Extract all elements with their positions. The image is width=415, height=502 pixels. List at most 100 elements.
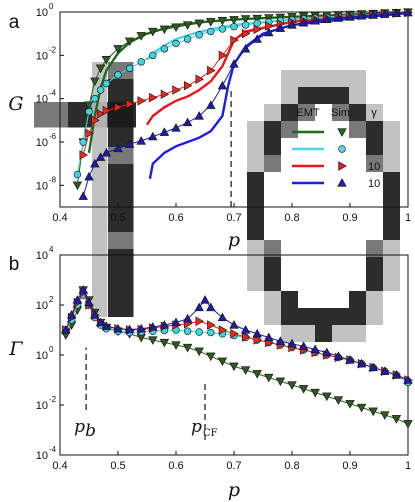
overlay-block bbox=[349, 325, 366, 342]
x-tick-label: 0.5 bbox=[110, 460, 125, 472]
overlay-block bbox=[264, 274, 281, 291]
overlay-block bbox=[68, 102, 85, 128]
legend-header-extra: γ bbox=[371, 107, 377, 119]
sim-marker-sim_green bbox=[148, 27, 158, 37]
overlay-block bbox=[92, 113, 108, 130]
x-tick-label: 0.8 bbox=[284, 460, 299, 472]
x-tick-label: 0.9 bbox=[342, 460, 357, 472]
sim-marker-sim_green bbox=[380, 411, 390, 420]
sim-marker-sim_blue bbox=[113, 143, 123, 153]
overlay-block bbox=[366, 138, 383, 155]
legend-header-sim: Sim. bbox=[331, 107, 353, 119]
sim-marker-sim_blue bbox=[356, 11, 367, 20]
sim-marker-sim_cyan bbox=[230, 23, 238, 31]
overlay-block bbox=[281, 308, 298, 325]
overlay-block bbox=[108, 249, 134, 266]
x-tick-label: 0.4 bbox=[52, 212, 67, 224]
sim-marker-sim_red bbox=[125, 99, 135, 109]
y-tick-base: 10 bbox=[36, 250, 48, 262]
y-tick-exponent: -4 bbox=[49, 445, 57, 454]
sim-marker-sim_blue bbox=[182, 313, 193, 323]
sim-marker-sim_blue bbox=[136, 136, 146, 145]
y-tick-base: 10 bbox=[36, 137, 48, 149]
sim-marker-sim_blue bbox=[310, 344, 320, 354]
sim-marker-sim_green bbox=[171, 341, 181, 350]
overlay-block bbox=[247, 189, 264, 206]
overlay-block bbox=[108, 266, 134, 283]
panel-a-chart: 0.4 0.5 0.6 0.7 0.8 0.9 110-810-610-410-2100Gp… bbox=[8, 2, 413, 251]
y-tick-base: 10 bbox=[36, 300, 48, 312]
sim-marker-sim_blue bbox=[275, 23, 286, 32]
panel-letter: a bbox=[9, 12, 20, 33]
sim-marker-sim_red bbox=[195, 74, 205, 84]
sim-marker-sim_blue bbox=[240, 44, 251, 53]
overlay-block bbox=[108, 164, 134, 181]
sim-marker-sim_cyan bbox=[160, 45, 169, 53]
overlay-block bbox=[247, 155, 264, 172]
sim-marker-sim_red bbox=[114, 102, 123, 113]
sim-marker-sim_blue bbox=[206, 100, 216, 109]
overlay-block bbox=[281, 70, 298, 87]
sim-marker-sim_blue bbox=[206, 302, 216, 312]
overlay-block bbox=[281, 121, 298, 138]
sim-marker-sim_green bbox=[264, 373, 274, 383]
overlay-block bbox=[247, 206, 264, 223]
pixelated-overlay bbox=[34, 62, 400, 342]
legend-entry-label: 10 bbox=[368, 178, 380, 190]
sim-marker-sim_blue bbox=[229, 59, 239, 68]
sim-marker-sim_blue bbox=[356, 358, 367, 368]
overlay-block bbox=[383, 257, 400, 274]
sim-marker-sim_blue bbox=[182, 117, 193, 127]
sim-marker-sim_green bbox=[240, 15, 251, 24]
y-tick-exponent: 4 bbox=[49, 245, 54, 254]
sim-marker-sim_red bbox=[207, 65, 216, 76]
sim-marker-sim_blue bbox=[136, 323, 146, 333]
sim-marker-sim_cyan bbox=[207, 27, 215, 36]
sim-marker-sim_red bbox=[160, 89, 170, 100]
overlay-block bbox=[349, 87, 366, 104]
sim-marker-sim_blue bbox=[368, 10, 378, 19]
sim-marker-sim_blue bbox=[287, 20, 297, 29]
sim-marker-sim_green bbox=[72, 181, 83, 191]
x-tick-label: 0.4 bbox=[52, 460, 67, 472]
overlay-block bbox=[247, 257, 264, 274]
overlay-block bbox=[92, 266, 108, 283]
sim-marker-sim_green bbox=[84, 101, 94, 110]
y-tick-base: 10 bbox=[36, 94, 48, 106]
y-tick-base: 10 bbox=[36, 180, 48, 192]
sim-marker-sim_cyan bbox=[91, 94, 99, 103]
sim-marker-sim_red bbox=[207, 320, 216, 330]
overlay-block bbox=[247, 223, 264, 240]
sim-marker-sim_blue bbox=[84, 297, 94, 307]
sim-marker-sim_blue bbox=[403, 7, 413, 17]
overlay-block bbox=[315, 70, 332, 87]
sim-marker-sim_blue bbox=[310, 16, 320, 25]
sim-marker-sim_red bbox=[102, 105, 112, 116]
annotation-pb-sub: b bbox=[85, 421, 96, 441]
panel-letter: b bbox=[9, 254, 20, 275]
sim-marker-sim_red bbox=[253, 24, 263, 35]
sim-marker-sim_cyan bbox=[114, 71, 122, 79]
sim-marker-sim_cyan bbox=[207, 328, 215, 337]
overlay-block bbox=[92, 164, 108, 181]
sim-marker-sim_red bbox=[149, 92, 158, 103]
sim-marker-sim_green bbox=[229, 16, 239, 25]
y-tick-base: 10 bbox=[36, 400, 48, 412]
x-tick-label: 0.6 bbox=[168, 212, 183, 224]
sim-marker-sim_green bbox=[194, 347, 204, 357]
sim-marker-sim_blue bbox=[275, 336, 286, 345]
sim-marker-sim_blue bbox=[252, 34, 262, 43]
overlay-block bbox=[366, 240, 383, 257]
overlay-block bbox=[34, 102, 51, 128]
annotation-pcf: p bbox=[191, 417, 202, 437]
overlay-block bbox=[247, 138, 264, 155]
sim-marker-sim_blue bbox=[252, 328, 262, 338]
sim-marker-sim_blue bbox=[90, 310, 100, 319]
overlay-block bbox=[366, 257, 383, 274]
y-tick-exponent: -4 bbox=[49, 89, 57, 98]
overlay-block bbox=[264, 121, 281, 138]
overlay-block bbox=[108, 300, 134, 317]
sim-marker-sim_green bbox=[252, 14, 262, 24]
overlay-block bbox=[349, 104, 366, 121]
overlay-block bbox=[366, 121, 383, 138]
